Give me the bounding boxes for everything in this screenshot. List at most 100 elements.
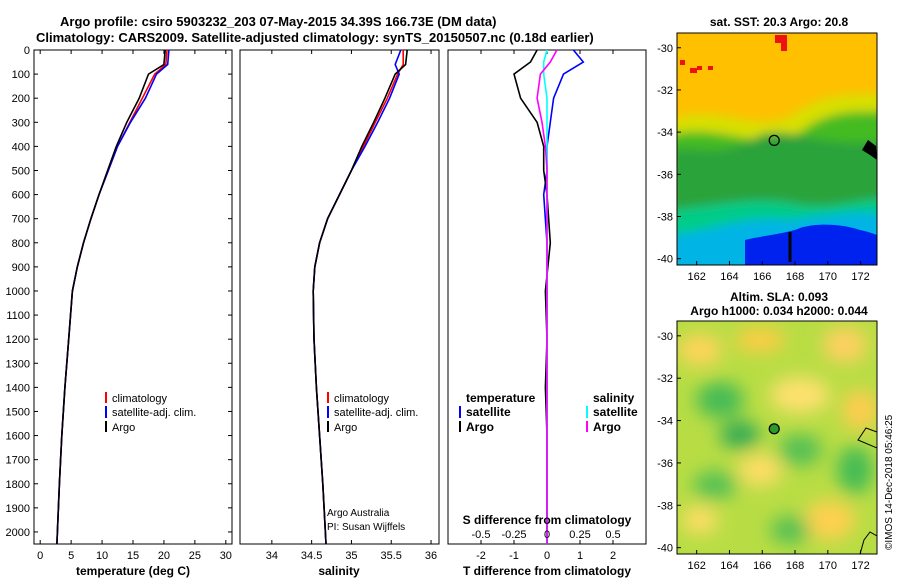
temperature-plot-frame [33,49,233,545]
legend-salinity-title: salinity [593,391,635,405]
map-x-tick-label: 170 [819,560,837,572]
credit-line1: Argo Australia [327,508,390,519]
temperature-panel: 0100200300400500600700800900100011001200… [6,45,646,578]
map-y-tick-label: -30 [657,331,673,343]
depth-tick-label: 1300 [6,358,30,370]
sla-low-blob [837,446,873,494]
map-x-tick-label: 172 [851,271,869,283]
argo-location-marker [768,134,780,146]
legend-argo-label: Argo [112,422,135,434]
map-y-tick-label: -32 [657,85,673,97]
map-x-tick-label: 172 [851,560,869,572]
sla-map-title-line1: Altim. SLA: 0.093 [730,290,828,304]
sla-map-title-line2: Argo h1000: 0.034 h2000: 0.044 [690,304,868,318]
s-difference-tick-label: 0.25 [569,529,590,541]
sla-map-frame [676,320,878,555]
depth-tick-label: 1500 [6,406,30,418]
difference-x-ticks: -2 -1 0 1 2 [476,50,616,562]
sst-map-title: sat. SST: 20.3 Argo: 20.8 [710,15,849,29]
x-tick-label: 30 [220,550,232,562]
sst-map-panel: sat. SST: 20.3 Argo: 20.8 162 164 166 168 17… [657,15,878,283]
sla-high-blob [770,377,830,413]
depth-tick-label: 0 [24,45,30,57]
depth-tick-label: 700 [12,214,30,226]
x-tick-label: 36 [425,550,437,562]
depth-tick-label: 1000 [6,286,30,298]
depth-tick-label: 400 [12,141,30,153]
map-y-tick-label: -38 [657,500,673,512]
series-line-argo [56,49,166,545]
temperature-legend: climatology satellite-adj. clim. Argo [105,392,196,434]
x-tick-label: 34 [266,550,278,562]
x-tick-label: 15 [127,550,139,562]
map-y-tick-label: -30 [657,43,673,55]
depth-tick-label: 900 [12,262,30,274]
legend-temperature-title: temperature [466,391,536,405]
sla-heatmap [677,321,877,554]
sla-high-blob [678,334,722,366]
t-difference-x-label: T difference from climatology [463,564,631,578]
sst-hot-spot [690,68,697,73]
x-tick-label: 34.5 [301,550,322,562]
map-x-tick-label: 170 [819,271,837,283]
s-difference-ticks: -0.5 -0.25 0 0.25 0.5 [472,529,621,541]
sst-blue-zone [745,224,877,265]
depth-tick-label: 200 [12,93,30,105]
difference-panel: -2 -1 0 1 2 T difference from climatology S … [447,49,647,578]
legend-temp-satellite-label: satellite [466,405,511,419]
sla-map-panel: Altim. SLA: 0.093 Argo h1000: 0.034 h200… [657,290,878,572]
salinity-plot-frame [239,49,440,545]
salinity-x-ticks: 34 34.5 35 35.5 36 [266,50,437,562]
depth-tick-label: 500 [12,165,30,177]
sst-map-frame [676,32,878,266]
map-x-tick-label: 164 [720,560,738,572]
legend-satellite-label: satellite-adj. clim. [334,407,418,419]
legend-sal-argo-label: Argo [593,420,621,434]
map-x-tick-label: 166 [753,271,771,283]
legend-climatology-label: climatology [112,393,168,405]
sst-map-ticks: 162 164 166 168 170 172 -30 -32 -34 -36 -38 -40 [657,43,870,283]
map-x-tick-label: 168 [786,271,804,283]
map-x-tick-label: 164 [720,271,738,283]
credit-line2: PI: Susan Wijffels [327,522,405,533]
x-tick-label: 5 [68,550,74,562]
depth-tick-label: 1200 [6,334,30,346]
difference-legend-temperature: temperature satellite Argo [459,391,536,434]
x-tick-label: 10 [96,550,108,562]
map-x-tick-label: 162 [687,271,705,283]
legend-argo-label: Argo [334,422,357,434]
x-tick-label: 35.5 [381,550,402,562]
sla-map-ticks: 162 164 166 168 170 172 -30 -32 -34 -36 -38 -40 [657,331,870,572]
sst-coastline [862,140,877,160]
map-y-tick-label: -36 [657,169,673,181]
difference-legend-salinity: salinity satellite Argo [586,391,638,434]
salinity-panel: 34 34.5 35 35.5 36 salinity climatology sate… [239,49,440,578]
sla-high-blob [805,500,855,540]
depth-tick-label: 800 [12,238,30,250]
sla-blobs [678,327,877,544]
sla-high-blob [682,506,718,534]
s-difference-tick-label: -0.5 [472,529,491,541]
sla-high-blob [842,390,877,430]
legend-sal-satellite-label: satellite [593,405,638,419]
map-x-tick-label: 166 [753,560,771,572]
sla-high-blob [823,327,867,363]
map-y-tick-label: -38 [657,211,673,223]
x-tick-label: 2 [610,550,616,562]
sst-hot-spot [697,66,702,70]
sla-high-blob [738,454,782,486]
map-x-tick-label: 162 [687,560,705,572]
sla-low-blob [693,471,737,499]
x-tick-label: 0 [37,550,43,562]
salinity-lines [312,49,408,545]
sst-heatmap [677,33,877,265]
map-y-tick-label: -34 [657,416,673,428]
sst-hot-spot [781,43,787,51]
series-line-temperature-argo [513,49,552,544]
figure-title-line1: Argo profile: csiro 5903232_203 07-May-2… [60,14,496,29]
s-difference-axis-label: S difference from climatology [463,513,632,527]
series-line-salinity-argo [536,49,558,544]
depth-tick-label: 600 [12,190,30,202]
sla-low-blob [696,382,744,418]
